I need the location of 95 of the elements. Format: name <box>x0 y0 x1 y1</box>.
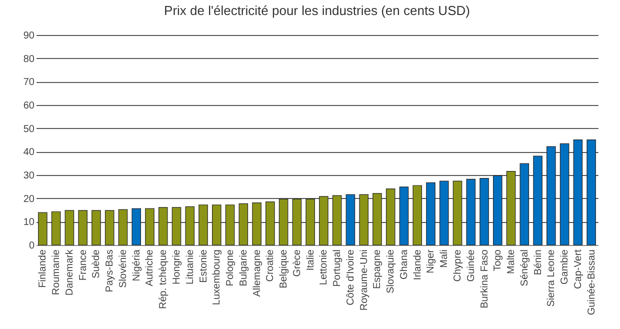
bar <box>412 185 422 246</box>
bar <box>266 202 275 246</box>
x-tick-label: Burkina Faso <box>479 249 490 308</box>
bar <box>132 208 141 246</box>
x-tick-label: Pays-Bas <box>104 250 116 292</box>
x-tick-label: Danemark <box>64 248 76 296</box>
bar <box>78 210 88 246</box>
bar <box>506 170 516 246</box>
y-tick-label: 0 <box>28 240 35 252</box>
bar <box>480 178 489 246</box>
bar <box>520 163 530 246</box>
x-tick-label: Luxembourg <box>212 250 223 306</box>
x-tick-label: Belgique <box>278 249 290 288</box>
x-tick-label: Gambie <box>560 249 571 285</box>
bar <box>546 146 556 246</box>
bar <box>346 194 356 246</box>
bar <box>92 210 101 246</box>
x-tick-label: Chypre <box>452 249 464 282</box>
y-tick-label: 80 <box>23 54 35 65</box>
bar <box>51 211 61 246</box>
bar <box>64 210 74 246</box>
bar <box>426 182 436 246</box>
x-tick-label: Finlande <box>38 249 49 288</box>
bar <box>533 156 542 246</box>
bar <box>372 193 382 246</box>
y-tick-label: 40 <box>23 147 35 158</box>
bar <box>158 207 168 246</box>
x-tick-label: Guinée-Bissau <box>586 250 598 316</box>
bar <box>118 209 128 246</box>
bar <box>238 203 248 246</box>
x-tick-label: Bulgarie <box>238 249 250 286</box>
bar <box>359 194 368 246</box>
x-tick-label: Sénégal <box>519 250 530 286</box>
bar <box>452 180 462 246</box>
bar <box>493 175 502 246</box>
x-tick-label: Estonie <box>198 249 210 283</box>
y-tick-label: 20 <box>23 194 35 205</box>
x-tick-label: Niger <box>426 248 437 274</box>
bar <box>466 178 476 246</box>
y-tick-label: 60 <box>23 100 35 112</box>
x-tick-label: Espagne <box>372 249 384 289</box>
x-tick-label: Grèce <box>292 249 303 277</box>
bar <box>212 204 222 246</box>
bar <box>560 143 570 246</box>
bar <box>292 198 302 246</box>
x-tick-label: Irlande <box>412 249 424 280</box>
bar <box>252 202 262 246</box>
x-tick-label: Sierra Leone <box>546 249 558 307</box>
x-tick-label: Roumanie <box>51 249 62 296</box>
x-tick-label: Suède <box>91 249 102 278</box>
x-tick-label: Italie <box>305 249 316 271</box>
x-tick-label: Slovénie <box>118 249 129 288</box>
bar <box>185 206 195 246</box>
y-tick-label: 90 <box>23 30 35 42</box>
bar <box>38 212 48 246</box>
bar <box>306 198 315 246</box>
bar <box>439 180 449 246</box>
x-tick-label: Mali <box>439 250 450 268</box>
x-tick-label: Bénin <box>532 250 544 276</box>
bar <box>332 195 342 246</box>
y-tick-label: 30 <box>23 170 35 182</box>
x-tick-label: Portugal <box>332 250 344 287</box>
bar <box>104 210 114 246</box>
bar <box>145 208 154 246</box>
bar <box>399 186 409 246</box>
x-tick-label: Guinée <box>466 249 477 282</box>
x-tick-label: Côte d'Ivoire <box>345 249 356 306</box>
bar <box>225 204 235 246</box>
bar <box>573 139 583 246</box>
bar <box>172 207 182 246</box>
y-tick-label: 10 <box>23 217 35 228</box>
x-tick-label: Ghana <box>398 249 410 280</box>
chart-title: Prix de l'électricité pour les industries (en cents USD) <box>164 3 470 18</box>
x-tick-label: Pologne <box>225 249 236 286</box>
x-tick-label: Slovaquie <box>386 249 397 294</box>
bar <box>278 198 288 246</box>
x-tick-label: Togo <box>492 249 504 272</box>
x-tick-label: Lituanie <box>184 249 196 285</box>
x-tick-label: Cap-Vert <box>572 249 584 289</box>
bar <box>586 139 596 246</box>
y-tick-label: 70 <box>23 77 35 88</box>
x-tick-label: Croatie <box>265 249 276 282</box>
x-tick-label: France <box>78 249 89 281</box>
x-tick-label: Malte <box>506 249 518 274</box>
x-tick-label: Allemagne <box>252 249 263 297</box>
x-tick-label: Autriche <box>144 249 156 286</box>
bar <box>198 204 208 246</box>
x-tick-label: Rép. tchèque <box>158 249 170 309</box>
y-tick-label: 50 <box>23 124 35 135</box>
x-tick-label: Hongrie <box>172 249 182 285</box>
x-tick-label: Royaume-Uni <box>358 250 370 311</box>
x-tick-label: Nigéria <box>131 249 142 282</box>
bar <box>386 188 396 246</box>
x-tick-label: Lettonie <box>318 249 330 286</box>
bar <box>319 196 328 246</box>
